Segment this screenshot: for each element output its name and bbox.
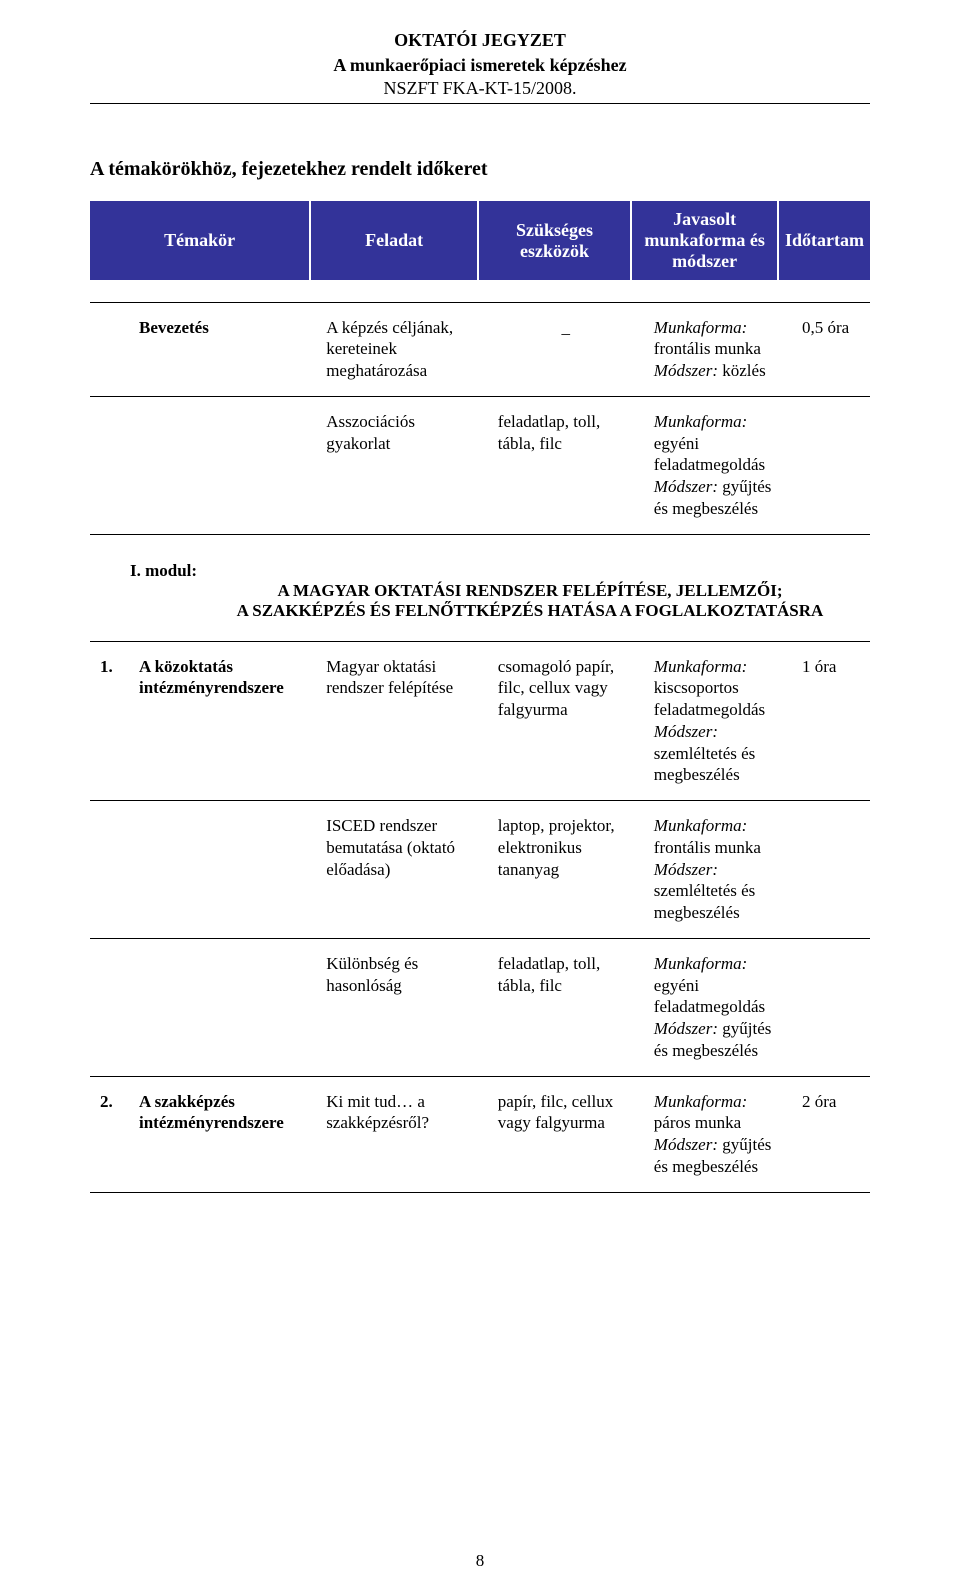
row-topic	[129, 938, 316, 1076]
row-method: Munkaforma: frontális munka Módszer: sze…	[644, 801, 792, 939]
row-duration	[792, 801, 870, 939]
row-duration	[792, 938, 870, 1076]
method-value: frontális munka	[654, 339, 761, 358]
row-topic: A szakképzés intézményrendszere	[129, 1076, 316, 1192]
row-duration: 2 óra	[792, 1076, 870, 1192]
method-label: Módszer:	[654, 477, 718, 496]
method-label: Módszer:	[654, 722, 718, 741]
row-method: Munkaforma: egyéni feladatmegoldás Módsz…	[644, 396, 792, 534]
method-label: Munkaforma:	[654, 657, 747, 676]
column-header-table: Témakör Feladat Szükséges eszközök Javas…	[90, 201, 870, 280]
row-tools: papír, filc, cellux vagy falgyurma	[488, 1076, 644, 1192]
row-topic: A közoktatás intézményrendszere	[129, 641, 316, 801]
row-number	[90, 938, 129, 1076]
row-method: Munkaforma: frontális munka Módszer: köz…	[644, 302, 792, 396]
row-task: A képzés céljának, kereteinek meghatároz…	[316, 302, 488, 396]
header-title-1: OKTATÓI JEGYZET	[90, 30, 870, 51]
row-duration: 1 óra	[792, 641, 870, 801]
col-header-duration: Időtartam	[778, 201, 870, 280]
row-method: Munkaforma: páros munka Módszer: gyűjtés…	[644, 1076, 792, 1192]
row-topic	[129, 801, 316, 939]
module-label: I. modul:	[130, 561, 197, 580]
table-row: Bevezetés A képzés céljának, kereteinek …	[90, 302, 870, 396]
row-duration: 0,5 óra	[792, 302, 870, 396]
row-tools: feladatlap, toll, tábla, filc	[488, 938, 644, 1076]
table-row: ISCED rendszer bemutatása (oktató előadá…	[90, 801, 870, 939]
method-value: közlés	[718, 361, 766, 380]
method-value: egyéni feladatmegoldás	[654, 434, 765, 475]
method-value: szemléltetés és megbeszélés	[654, 881, 756, 922]
row-task: Különbség és hasonlóság	[316, 938, 488, 1076]
row-number: 2.	[90, 1076, 129, 1192]
row-number	[90, 396, 129, 534]
row-number: 1.	[90, 641, 129, 801]
table-row: Különbség és hasonlóság feladatlap, toll…	[90, 938, 870, 1076]
page-number: 8	[0, 1551, 960, 1571]
page: OKTATÓI JEGYZET A munkaerőpiaci ismerete…	[0, 0, 960, 1589]
table-row: 2. A szakképzés intézményrendszere Ki mi…	[90, 1076, 870, 1192]
row-method: Munkaforma: kiscsoportos feladatmegoldás…	[644, 641, 792, 801]
col-header-method: Javasolt munkaforma és módszer	[631, 201, 778, 280]
row-topic: Bevezetés	[129, 302, 316, 396]
row-topic	[129, 396, 316, 534]
row-method: Munkaforma: egyéni feladatmegoldás Módsz…	[644, 938, 792, 1076]
document-header: OKTATÓI JEGYZET A munkaerőpiaci ismerete…	[90, 30, 870, 104]
method-label: Módszer:	[654, 361, 718, 380]
table-row: 1. A közoktatás intézményrendszere Magya…	[90, 641, 870, 801]
column-header-row: Témakör Feladat Szükséges eszközök Javas…	[90, 201, 870, 280]
row-task: Ki mit tud… a szakképzésről?	[316, 1076, 488, 1192]
module-line-1: A MAGYAR OKTATÁSI RENDSZER FELÉPÍTÉSE, J…	[190, 581, 870, 601]
module-heading: I. modul: A MAGYAR OKTATÁSI RENDSZER FEL…	[130, 561, 870, 621]
method-label: Munkaforma:	[654, 318, 747, 337]
col-header-task: Feladat	[310, 201, 478, 280]
content-table-2: 1. A közoktatás intézményrendszere Magya…	[90, 641, 870, 1193]
row-duration	[792, 396, 870, 534]
row-tools: csomagoló papír, filc, cellux vagy falgy…	[488, 641, 644, 801]
method-label: Módszer:	[654, 1019, 718, 1038]
method-label: Módszer:	[654, 1135, 718, 1154]
row-tools: _	[488, 302, 644, 396]
header-title-3: NSZFT FKA-KT-15/2008.	[90, 78, 870, 99]
section-title: A témakörökhöz, fejezetekhez rendelt idő…	[90, 158, 870, 181]
method-label: Munkaforma:	[654, 412, 747, 431]
module-lines: A MAGYAR OKTATÁSI RENDSZER FELÉPÍTÉSE, J…	[190, 581, 870, 621]
col-header-topic: Témakör	[90, 201, 310, 280]
method-label: Módszer:	[654, 860, 718, 879]
col-header-tools: Szükséges eszközök	[478, 201, 631, 280]
method-label: Munkaforma:	[654, 1092, 747, 1111]
row-task: Magyar oktatási rendszer felépítése	[316, 641, 488, 801]
content-table: Bevezetés A képzés céljának, kereteinek …	[90, 280, 870, 535]
module-line-2: A SZAKKÉPZÉS ÉS FELNŐTTKÉPZÉS HATÁSA A F…	[190, 601, 870, 621]
row-task: ISCED rendszer bemutatása (oktató előadá…	[316, 801, 488, 939]
row-task: Asszociációs gyakorlat	[316, 396, 488, 534]
spacer-row	[90, 280, 870, 302]
method-value: egyéni feladatmegoldás	[654, 976, 765, 1017]
header-divider	[90, 103, 870, 104]
table-row: Asszociációs gyakorlat feladatlap, toll,…	[90, 396, 870, 534]
method-value: frontális munka	[654, 838, 761, 857]
method-value: kiscsoportos feladatmegoldás	[654, 678, 765, 719]
header-title-2: A munkaerőpiaci ismeretek képzéshez	[90, 55, 870, 76]
method-value: szemléltetés és megbeszélés	[654, 744, 756, 785]
row-number	[90, 801, 129, 939]
row-tools: laptop, projektor, elektronikus tananyag	[488, 801, 644, 939]
method-value: páros munka	[654, 1113, 741, 1132]
row-number	[90, 302, 129, 396]
method-label: Munkaforma:	[654, 816, 747, 835]
method-label: Munkaforma:	[654, 954, 747, 973]
row-tools: feladatlap, toll, tábla, filc	[488, 396, 644, 534]
